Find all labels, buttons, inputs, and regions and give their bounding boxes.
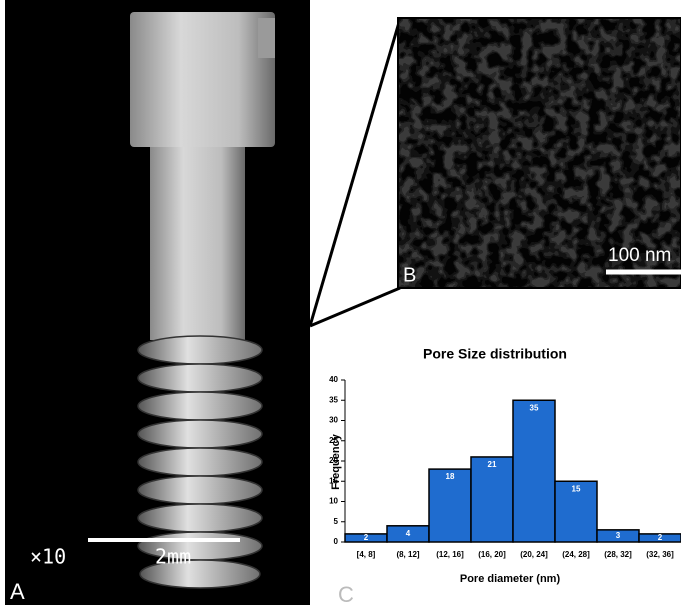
- scale-label: 2mm: [155, 545, 191, 569]
- bar: [512, 399, 556, 543]
- magnification: ×10: [30, 545, 66, 569]
- y-tick-label: 5: [334, 517, 339, 526]
- y-tick-label: 15: [329, 476, 338, 485]
- data-label: 35: [530, 403, 539, 412]
- y-tick-label: 35: [329, 395, 338, 404]
- plot: 0 5 10 15 20 25 30 35 40 [4, 8] 2 (8, 12] 4 (12, 16] 1…: [329, 375, 681, 559]
- data-label: 3: [616, 531, 621, 540]
- y-axis-label: Frequency: [330, 433, 342, 490]
- scale-label: 100 nm: [608, 245, 671, 266]
- panel-label: B: [403, 264, 416, 286]
- panel-label: C: [338, 582, 354, 605]
- x-tick-label: (16, 20]: [478, 550, 506, 559]
- x-tick-label: (32, 36]: [646, 550, 674, 559]
- y-tick-label: 25: [329, 436, 338, 445]
- data-label: 2: [364, 533, 369, 542]
- data-label: 18: [446, 472, 455, 481]
- data-label: 2: [658, 533, 663, 542]
- y-tick-label: 20: [329, 456, 338, 465]
- x-tick-label: (20, 24]: [520, 550, 548, 559]
- data-label: 21: [488, 460, 497, 469]
- y-tick-label: 40: [329, 375, 338, 384]
- data-label: 15: [572, 484, 581, 493]
- connector: [308, 18, 402, 327]
- x-tick-label: [4, 8]: [357, 550, 376, 559]
- sem-texture: [398, 18, 681, 288]
- x-tick-label: (24, 28]: [562, 550, 590, 559]
- x-axis-label: Pore diameter (nm): [460, 573, 561, 585]
- chart-title: Pore Size distribution: [423, 346, 567, 362]
- y-tick-label: 10: [329, 497, 338, 506]
- y-tick-label: 30: [329, 416, 338, 425]
- panel-label: A: [10, 579, 25, 604]
- x-tick-label: (8, 12]: [396, 550, 419, 559]
- bar: [554, 480, 598, 543]
- connector: [309, 286, 401, 328]
- bar: [470, 456, 514, 543]
- x-tick-label: (28, 32]: [604, 550, 632, 559]
- x-tick-label: (12, 16]: [436, 550, 464, 559]
- screw: [130, 12, 275, 589]
- y-tick-label: 0: [334, 537, 339, 546]
- panel-b-border: [397, 17, 681, 289]
- data-label: 4: [406, 529, 411, 538]
